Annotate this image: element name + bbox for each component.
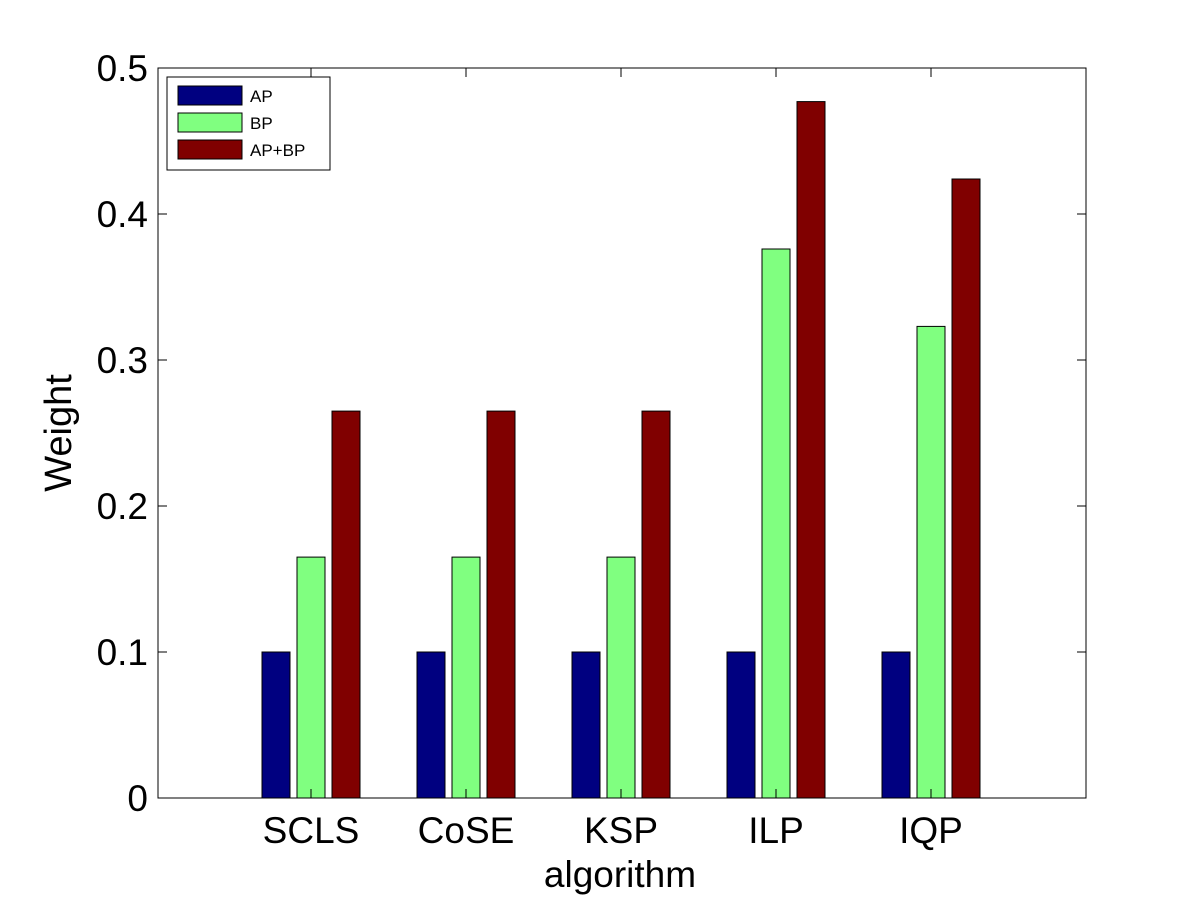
legend-swatch-ap-plus-bp	[178, 140, 242, 159]
x-tick-label: CoSE	[418, 810, 515, 851]
legend-swatch-bp	[178, 113, 242, 132]
y-tick-label: 0.1	[97, 632, 148, 673]
bar-ap-cose	[417, 652, 445, 798]
legend: AP BP AP+BP	[167, 77, 330, 170]
legend-label: AP+BP	[250, 141, 305, 160]
x-tick-label: SCLS	[263, 810, 360, 851]
bar-bp-ksp	[607, 557, 635, 798]
bar-ap-plus-bp-iqp	[952, 179, 980, 798]
bar-bp-scls	[297, 557, 325, 798]
legend-swatch-ap	[178, 86, 242, 105]
x-tick-label: IQP	[899, 810, 963, 851]
y-axis-label: Weight	[38, 374, 80, 492]
x-axis-label: algorithm	[544, 854, 696, 895]
x-tick-label: KSP	[584, 810, 658, 851]
y-tick-label: 0.5	[97, 48, 148, 89]
legend-label: AP	[250, 87, 273, 106]
bar-ap-scls	[262, 652, 290, 798]
y-tick-label: 0.2	[97, 486, 148, 527]
legend-label: BP	[250, 114, 273, 133]
bar-ap-ilp	[727, 652, 755, 798]
bar-ap-iqp	[882, 652, 910, 798]
bar-bp-ilp	[762, 249, 790, 798]
y-tick-label: 0.3	[97, 340, 148, 381]
bar-bp-iqp	[917, 326, 945, 798]
bar-ap-plus-bp-ilp	[797, 102, 825, 798]
x-tick-label: ILP	[748, 810, 804, 851]
y-tick-label: 0.4	[97, 194, 148, 235]
bar-ap-plus-bp-cose	[487, 411, 515, 798]
bar-ap-ksp	[572, 652, 600, 798]
bar-ap-plus-bp-ksp	[642, 411, 670, 798]
y-tick-label: 0	[127, 778, 148, 819]
bar-bp-cose	[452, 557, 480, 798]
bar-ap-plus-bp-scls	[332, 411, 360, 798]
